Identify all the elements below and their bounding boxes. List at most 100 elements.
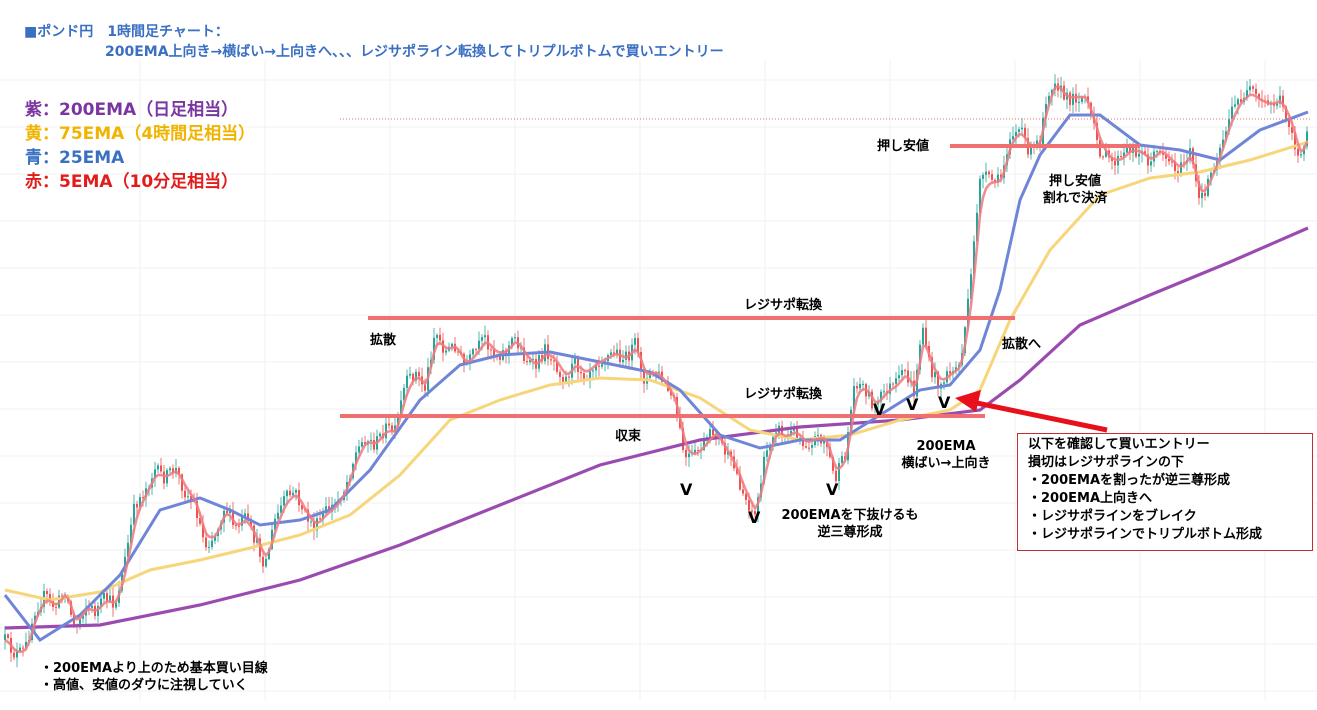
candle-body	[142, 497, 144, 499]
candle-body	[529, 360, 531, 363]
candle-body	[922, 327, 924, 345]
candle-body	[160, 465, 162, 472]
ema5-line	[4, 84, 1309, 654]
candle-body	[943, 382, 945, 384]
candle-body	[424, 384, 426, 391]
chart-subtitle: 200EMA上向き→横ばい→上向きへ、、、レジサポライン転換してトリプルボトムで…	[105, 44, 724, 60]
candle-body	[511, 338, 513, 346]
candle-body	[703, 438, 705, 451]
entry-line-1: 以下を確認して買いエントリー	[1028, 437, 1210, 452]
candle-body	[490, 349, 492, 351]
candle-body	[436, 334, 438, 338]
candle-body	[565, 376, 567, 382]
candle-body	[19, 647, 21, 651]
legend-ema200: 紫：200EMA（日足相当）	[25, 100, 239, 120]
candle-body	[373, 439, 375, 450]
candle-body	[1000, 174, 1002, 178]
candle-body	[1165, 154, 1167, 159]
candle-body	[697, 449, 699, 451]
candle-body	[154, 469, 156, 479]
candle-body	[1294, 132, 1296, 150]
candle-body	[634, 338, 636, 345]
candle-body	[973, 241, 975, 275]
candle-body	[205, 537, 207, 548]
candle-body	[169, 468, 171, 471]
candle-body	[532, 359, 534, 361]
candle-body	[976, 212, 978, 242]
candle-body	[22, 647, 24, 649]
candle-body	[967, 298, 969, 328]
candle-body	[817, 434, 819, 437]
candle-body	[388, 423, 390, 426]
bottom-check-mark: V	[748, 508, 761, 527]
candle-body	[49, 593, 51, 599]
candle-body	[355, 452, 357, 464]
ema-legend: 紫：200EMA（日足相当） 黄：75EMA（4時間足相当） 青：25EMA 赤…	[25, 98, 255, 194]
candle-body	[391, 425, 393, 432]
candle-body	[244, 513, 246, 517]
bottom-check-mark: V	[680, 480, 693, 499]
candle-body	[802, 437, 804, 447]
candle-body	[310, 521, 312, 523]
candle-body	[526, 361, 528, 363]
candle-body	[313, 521, 315, 531]
candle-body	[883, 391, 885, 393]
candle-body	[688, 453, 690, 458]
candle-body	[106, 593, 108, 602]
legend-ema75: 黄：75EMA（4時間足相当）	[25, 124, 256, 144]
candle-body	[1234, 104, 1236, 107]
candle-body	[553, 360, 555, 362]
candle-body	[1192, 148, 1194, 165]
candle-body	[1114, 160, 1116, 166]
candle-body	[286, 490, 288, 497]
candle-body	[1021, 127, 1023, 130]
candle-body	[937, 371, 939, 389]
candle-body	[1210, 172, 1212, 179]
candle-body	[1036, 140, 1038, 146]
candle-body	[289, 490, 291, 496]
candle-body	[754, 511, 756, 515]
entry-line-3: ・200EMAを割ったが逆三尊形成	[1028, 473, 1231, 488]
candle-body	[1072, 93, 1074, 105]
candle-body	[1048, 95, 1050, 104]
candle-body	[838, 463, 840, 482]
entry-line-2: 損切はレジサポラインの下	[1028, 455, 1185, 470]
candle-body	[862, 383, 864, 385]
candle-body	[658, 371, 660, 373]
candle-body	[1126, 146, 1128, 153]
candle-body	[1105, 150, 1107, 157]
candle-body	[1150, 161, 1152, 166]
candle-body	[895, 378, 897, 384]
candle-body	[202, 523, 204, 538]
candle-body	[235, 525, 237, 527]
candle-body	[1279, 95, 1281, 104]
candle-body	[808, 447, 810, 449]
candle-body	[451, 343, 453, 347]
bottom-note-2: ・高値、安値のダウに注視していく	[40, 678, 248, 693]
candle-body	[1069, 92, 1071, 105]
candle-body	[1300, 154, 1302, 156]
candle-body	[457, 351, 459, 353]
sr-lower-label: レジサポ転換	[744, 387, 823, 402]
candle-body	[445, 350, 447, 353]
candle-body	[1147, 154, 1149, 166]
candle-body	[439, 334, 441, 341]
entry-conditions-box: 以下を確認して買いエントリー 損切はレジサポラインの下 ・200EMAを割ったが…	[1017, 433, 1313, 551]
candle-body	[1183, 162, 1185, 164]
candle-body	[1198, 181, 1200, 199]
push-low-break-line2: 割れで決済	[1042, 191, 1108, 206]
candle-body	[412, 373, 414, 381]
candle-body	[409, 373, 411, 376]
candle-body	[406, 375, 408, 388]
candle-body	[472, 349, 474, 355]
candle-body	[493, 349, 495, 357]
candle-body	[46, 590, 48, 594]
candle-body	[109, 595, 111, 602]
candle-body	[769, 445, 771, 451]
convergence-label: 収束	[615, 429, 642, 444]
candle-body	[82, 615, 84, 619]
candle-body	[484, 335, 486, 338]
candle-body	[583, 373, 585, 379]
candle-body	[1282, 95, 1284, 107]
candle-body	[307, 509, 309, 522]
